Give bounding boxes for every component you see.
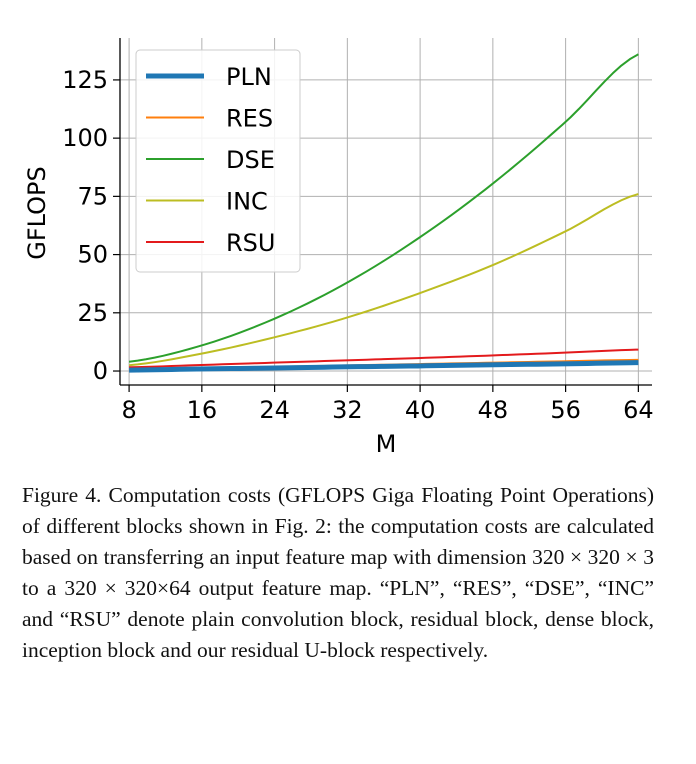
legend-label-dse: DSE — [226, 146, 275, 174]
x-tick-label: 24 — [259, 396, 290, 424]
x-tick-label: 64 — [623, 396, 654, 424]
axes — [113, 38, 652, 392]
series-lines — [128, 53, 639, 373]
x-tick-label: 32 — [332, 396, 363, 424]
x-tick-label: 8 — [121, 396, 136, 424]
series-line-pln — [129, 360, 639, 373]
x-tick-label: 40 — [405, 396, 436, 424]
legend-label-rsu: RSU — [226, 229, 275, 257]
y-tick-label: 50 — [77, 241, 108, 269]
legend-label-inc: INC — [226, 188, 268, 216]
x-tick-label: 16 — [187, 396, 218, 424]
legend-box — [135, 49, 301, 273]
legend: PLN RES DSE INC RSU — [135, 49, 301, 273]
legend-label-pln: PLN — [226, 63, 272, 91]
legend-label-res: RES — [226, 105, 273, 133]
series-line-rsu — [129, 348, 639, 369]
x-tick-labels: 8 16 24 32 40 48 56 64 — [121, 396, 653, 424]
y-tick-labels: 0 25 50 75 100 125 — [62, 66, 108, 385]
y-tick-label: 100 — [62, 124, 108, 152]
x-axis-label: M — [376, 430, 397, 458]
y-tick-label: 125 — [62, 66, 108, 94]
series-line-dse — [128, 53, 639, 363]
figure-caption: Figure 4. Computation costs (GFLOPS Giga… — [22, 483, 654, 662]
series-line-inc — [128, 193, 639, 367]
y-tick-label: 0 — [93, 357, 108, 385]
x-tick-label: 48 — [478, 396, 509, 424]
gflops-chart: 8 16 24 32 40 48 56 64 0 25 50 75 100 125 M GFLOPS P… — [23, 38, 654, 458]
y-tick-label: 25 — [77, 299, 108, 327]
y-tick-label: 75 — [77, 182, 108, 210]
y-axis-label: GFLOPS — [23, 166, 51, 260]
x-tick-label: 56 — [550, 396, 581, 424]
